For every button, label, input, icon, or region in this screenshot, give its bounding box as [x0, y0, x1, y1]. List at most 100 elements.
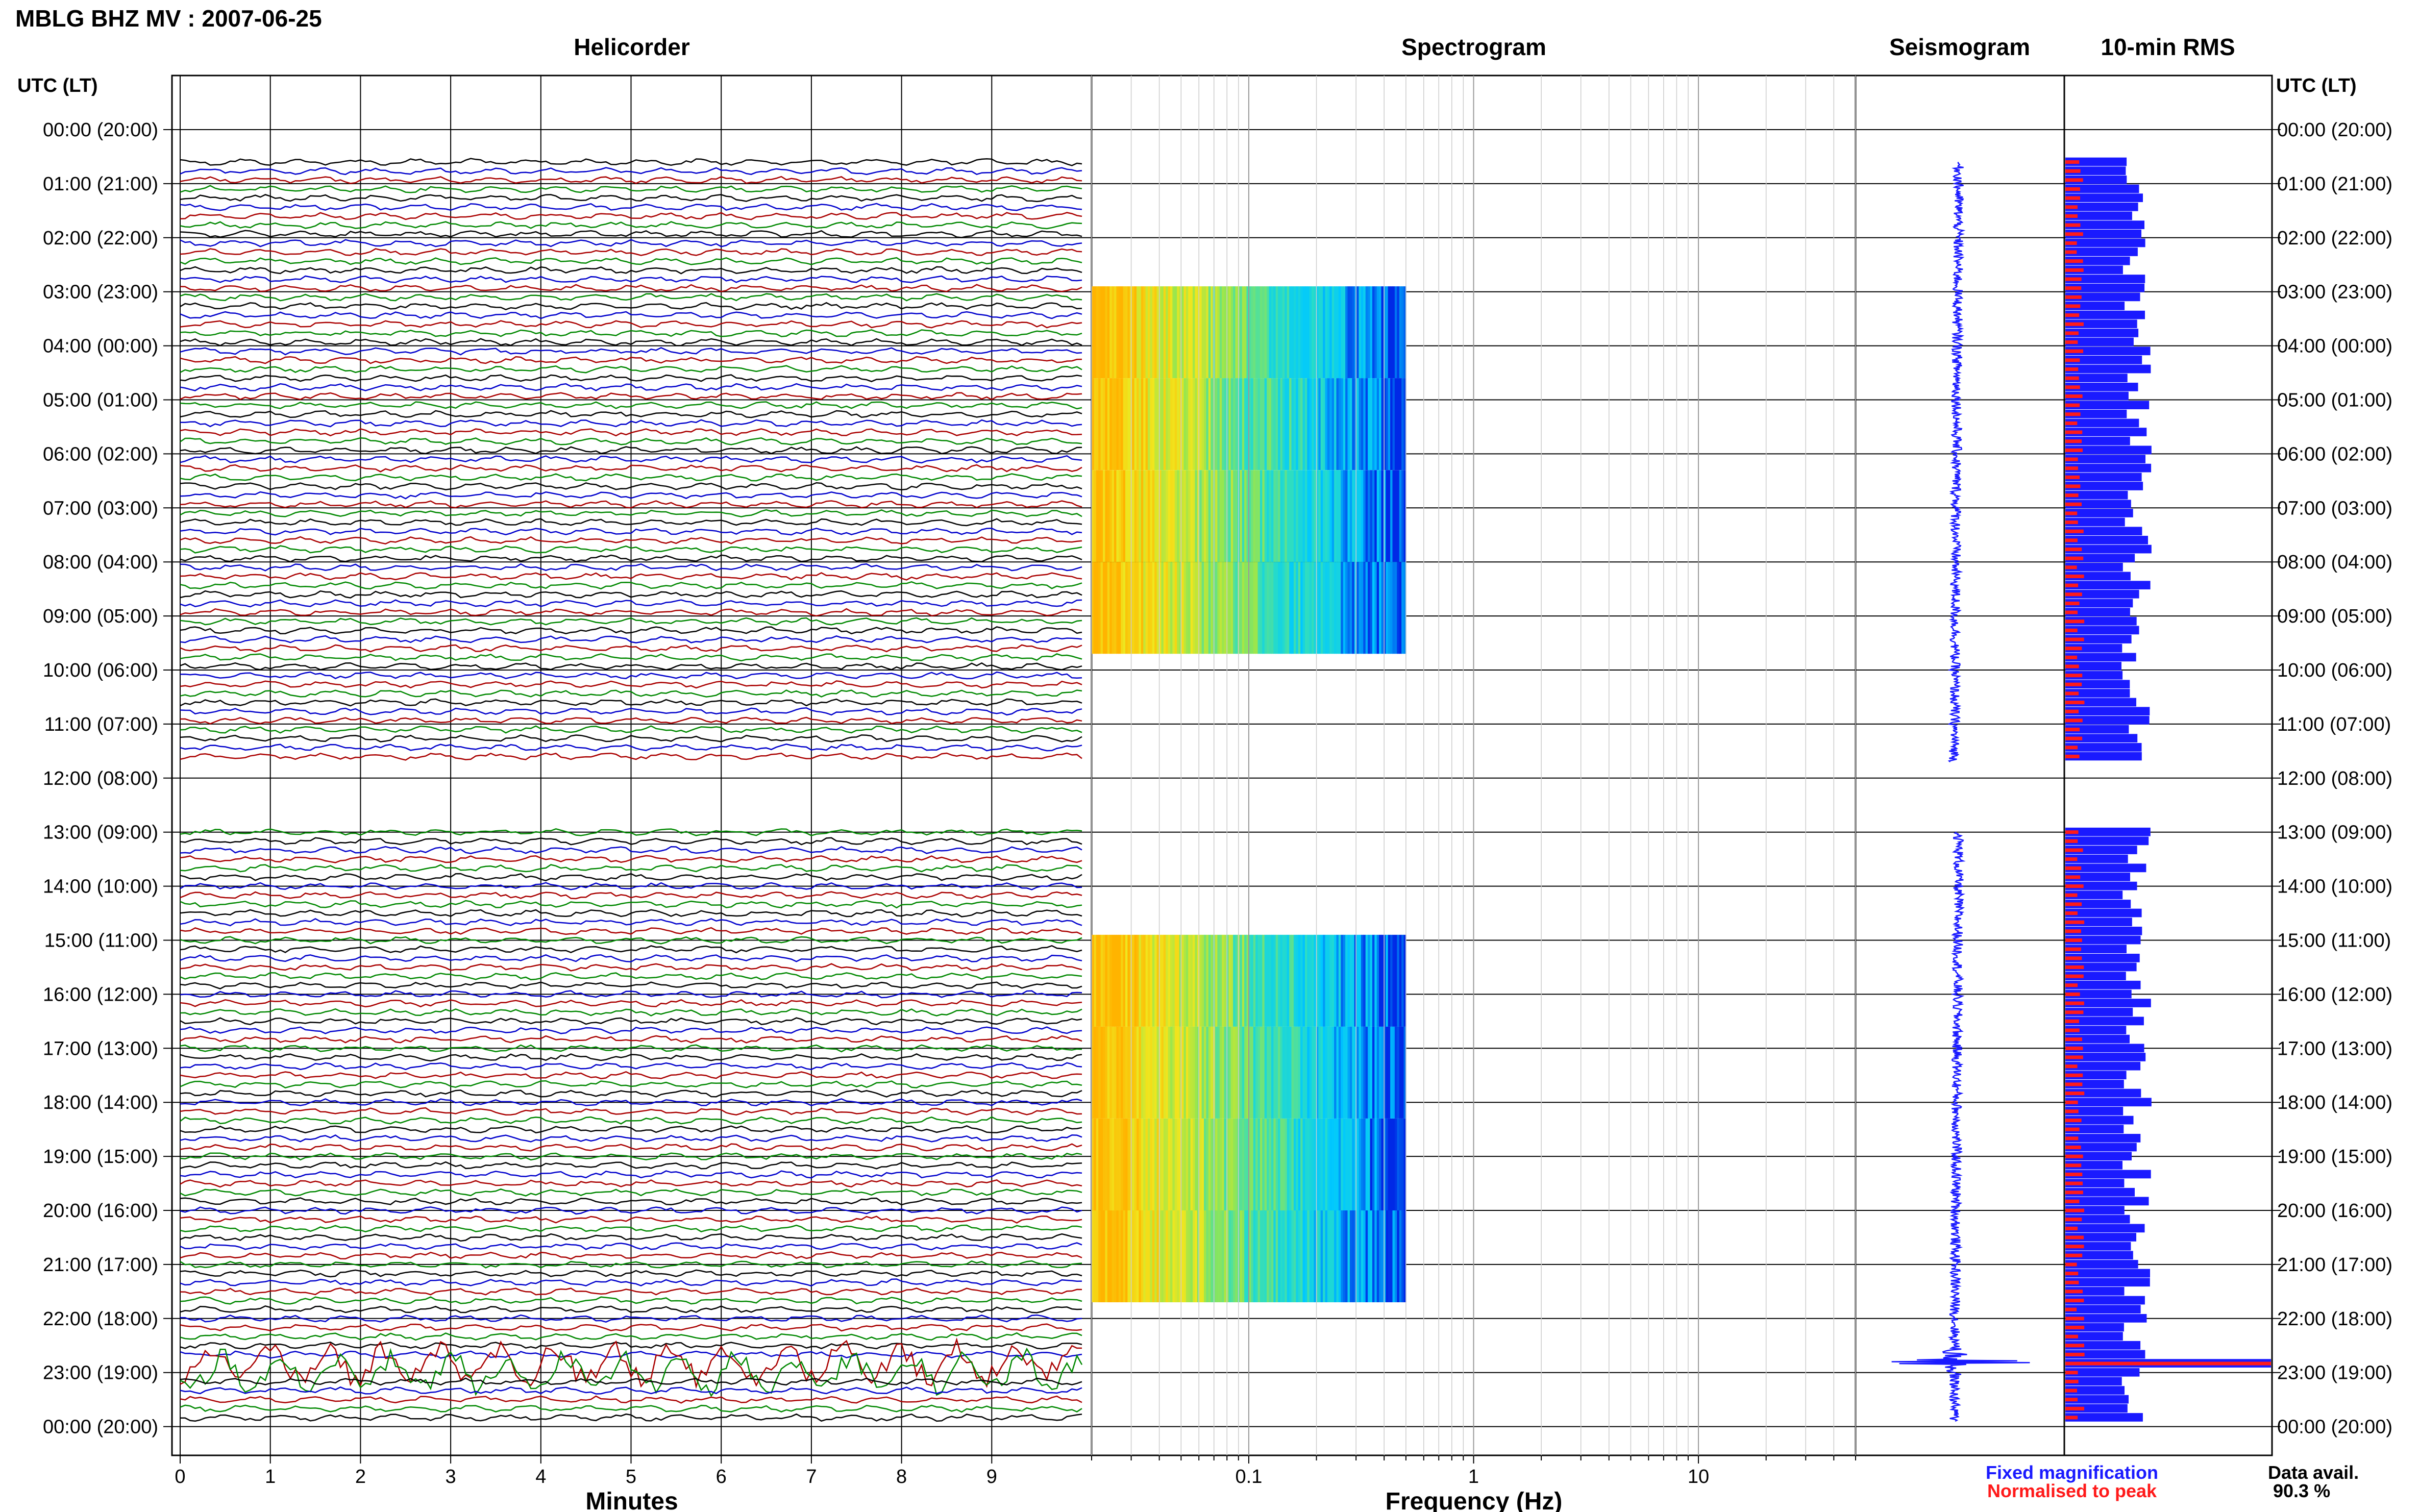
spectrogram-cell: [1257, 562, 1261, 654]
spectrogram-cell: [1170, 286, 1173, 379]
spectrogram-cell: [1307, 1026, 1310, 1119]
spectrogram-cell: [1365, 1026, 1368, 1119]
spectrogram-cell: [1354, 1026, 1357, 1119]
spectrogram-cell: [1123, 378, 1126, 470]
spectrogram-cell: [1150, 1210, 1153, 1302]
rms-bar-normalised: [2065, 466, 2078, 470]
spectrogram-cell: [1118, 1119, 1121, 1210]
spectrogram-cell: [1127, 1119, 1130, 1210]
spectrogram-cell: [1255, 1026, 1258, 1119]
spectrogram-cell: [1312, 934, 1315, 1027]
spectrogram-cell: [1233, 1026, 1236, 1119]
rms-bar-normalised: [2065, 1416, 2078, 1420]
spectrogram-cell: [1329, 1210, 1332, 1302]
spectrogram-cell: [1105, 562, 1108, 654]
spectrogram-cell: [1359, 470, 1362, 562]
spectrogram-cell: [1199, 378, 1202, 470]
spectrogram-cell: [1343, 1210, 1346, 1302]
spectrogram-cell: [1248, 1026, 1252, 1119]
rms-bar-fixed: [2065, 356, 2142, 364]
spectrogram-cell: [1307, 378, 1310, 470]
spectrogram-cell: [1139, 470, 1142, 562]
rms-bar-normalised: [2065, 169, 2081, 173]
spectrogram-cell: [1168, 562, 1171, 654]
legend-fixed-magnification: Fixed magnification: [1986, 1462, 2158, 1483]
spectrogram-cell: [1114, 1026, 1117, 1119]
spectrogram-cell: [1264, 1119, 1267, 1210]
spectrogram-cell: [1304, 1210, 1308, 1302]
minute-tick-label: 0: [175, 1466, 185, 1488]
rms-bar-fixed: [2065, 1332, 2123, 1341]
spectrogram-cell: [1166, 562, 1169, 654]
spectrogram-cell: [1314, 1026, 1317, 1119]
spectrogram-cell: [1127, 286, 1130, 379]
spectrogram-frequency-grid: [1091, 76, 1856, 1455]
spectrogram-cell: [1307, 1210, 1310, 1302]
spectrogram-cell: [1230, 1119, 1233, 1210]
rms-bar-normalised: [2065, 1253, 2083, 1257]
hour-label-left: 05:00 (01:00): [43, 390, 158, 411]
spectrogram-cell: [1161, 286, 1164, 379]
helicorder-trace: [180, 891, 1082, 900]
spectrogram-cell: [1329, 562, 1332, 654]
spectrogram-cell: [1143, 470, 1146, 562]
spectrogram-cell: [1096, 470, 1099, 562]
rms-bar-fixed: [2065, 383, 2138, 391]
spectrogram-cell: [1271, 1026, 1274, 1119]
spectrogram-cell: [1394, 562, 1398, 654]
helicorder-trace: [180, 221, 1082, 230]
rms-bar-normalised: [2065, 196, 2080, 200]
spectrogram-cell: [1159, 470, 1162, 562]
spectrogram-cell: [1170, 934, 1173, 1027]
spectrogram-cell: [1282, 470, 1286, 562]
spectrogram-cell: [1386, 470, 1389, 562]
spectrogram-cell: [1312, 286, 1315, 379]
helicorder-trace: [180, 1305, 1082, 1313]
spectrogram-cell: [1316, 1026, 1319, 1119]
spectrogram-cell: [1285, 1210, 1288, 1302]
spectrogram-cell: [1275, 286, 1278, 379]
spectrogram-cell: [1365, 1119, 1368, 1210]
spectrogram-cell: [1137, 934, 1140, 1027]
spectrogram-cell: [1338, 1210, 1342, 1302]
spectrogram-cell: [1172, 1119, 1175, 1210]
spectrogram-cell: [1121, 1210, 1124, 1302]
helicorder-trace: [180, 563, 1082, 572]
spectrogram-cell: [1206, 1119, 1209, 1210]
hour-label-left: 10:00 (06:00): [43, 660, 158, 681]
spectrogram-cell: [1150, 378, 1153, 470]
spectrogram-cell: [1372, 1026, 1375, 1119]
spectrogram-cell: [1246, 934, 1249, 1027]
spectrogram-cell: [1217, 470, 1220, 562]
spectrogram-cell: [1240, 1119, 1243, 1210]
spectrogram-cell: [1359, 934, 1362, 1027]
rms-bars: [2065, 157, 2271, 1422]
spectrogram-cell: [1399, 1119, 1402, 1210]
spectrogram-cell: [1222, 1210, 1225, 1302]
spectrogram-cell: [1325, 286, 1328, 379]
spectrogram-cell: [1228, 286, 1231, 379]
helicorder-trace: [180, 900, 1082, 909]
spectrogram-cell: [1392, 1210, 1395, 1302]
rms-bar-normalised: [2065, 1100, 2078, 1104]
spectrogram-cell: [1312, 1210, 1315, 1302]
rms-bar-fixed: [2065, 698, 2136, 707]
spectrogram-cell: [1388, 470, 1391, 562]
spectrogram-cell: [1112, 934, 1115, 1027]
spectrogram-cell: [1347, 934, 1350, 1027]
spectrogram-cell: [1092, 470, 1095, 562]
spectrogram-cell: [1222, 562, 1225, 654]
rms-bar-normalised: [2065, 664, 2079, 668]
spectrogram-cell: [1354, 286, 1357, 379]
spectrogram-cell: [1379, 1210, 1382, 1302]
spectrogram-cell: [1159, 1026, 1162, 1119]
spectrogram-cell: [1376, 1119, 1379, 1210]
spectrogram-cell: [1338, 934, 1342, 1027]
helicorder-trace: [180, 936, 1082, 945]
rms-bar-normalised: [2065, 502, 2082, 506]
spectrogram-cell: [1341, 1026, 1344, 1119]
rms-bar-fixed: [2065, 176, 2127, 184]
rms-bar-normalised: [2065, 1181, 2083, 1185]
helicorder-trace: [180, 203, 1082, 211]
spectrogram-cell: [1368, 1119, 1371, 1210]
